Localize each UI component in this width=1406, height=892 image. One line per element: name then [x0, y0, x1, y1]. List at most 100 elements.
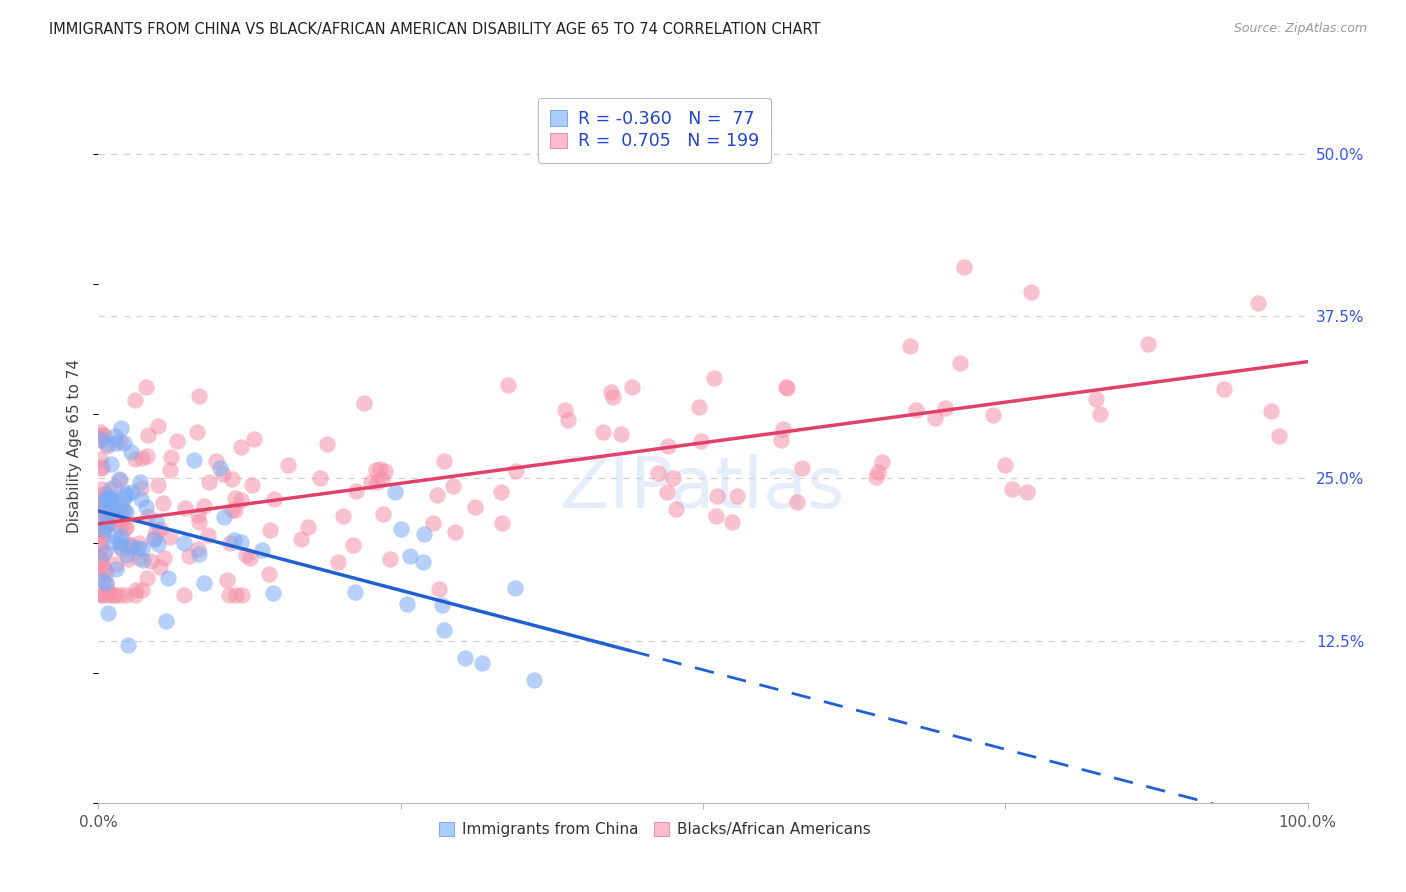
Point: [96, 575, 118, 590]
Point: [103, 534, 125, 549]
Point: [215, 573, 238, 587]
Point: [183, 453, 205, 467]
Point: [124, 451, 146, 466]
Point: [222, 533, 245, 548]
Point: [91, 523, 114, 537]
Point: [380, 551, 402, 566]
Point: [89, 452, 111, 467]
Point: [316, 436, 339, 450]
Point: [114, 520, 136, 534]
Point: [924, 411, 946, 425]
Point: [225, 588, 247, 602]
Point: [100, 491, 122, 505]
Point: [868, 466, 890, 480]
Point: [371, 507, 394, 521]
Point: [934, 401, 956, 416]
Point: [91, 497, 114, 511]
Point: [108, 540, 131, 554]
Point: [554, 402, 576, 417]
Point: [205, 454, 228, 468]
Point: [91, 557, 114, 571]
Point: [231, 493, 253, 508]
Point: [297, 520, 319, 534]
Point: [93, 518, 115, 533]
Point: [124, 393, 146, 408]
Point: [600, 385, 623, 400]
Point: [112, 435, 135, 450]
Point: [112, 504, 135, 518]
Point: [114, 521, 136, 535]
Point: [143, 532, 166, 546]
Point: [117, 537, 139, 551]
Point: [720, 515, 742, 529]
Point: [91, 524, 114, 538]
Point: [100, 512, 122, 526]
Point: [104, 529, 127, 543]
Point: [149, 522, 172, 536]
Point: [1015, 485, 1038, 500]
Point: [89, 542, 111, 557]
Point: [218, 536, 240, 550]
Point: [1268, 429, 1291, 443]
Point: [1019, 285, 1042, 299]
Point: [145, 524, 167, 538]
Point: [115, 548, 138, 562]
Point: [610, 426, 633, 441]
Point: [90, 483, 112, 497]
Point: [128, 550, 150, 565]
Point: [620, 379, 643, 393]
Point: [93, 563, 115, 577]
Point: [166, 434, 188, 448]
Point: [239, 551, 262, 566]
Point: [370, 462, 392, 476]
Point: [89, 487, 111, 501]
Point: [371, 472, 394, 486]
Point: [770, 434, 793, 448]
Point: [129, 492, 152, 507]
Point: [136, 450, 159, 464]
Point: [94, 577, 117, 591]
Point: [662, 471, 685, 485]
Point: [173, 536, 195, 550]
Point: [156, 571, 179, 585]
Point: [981, 408, 1004, 422]
Point: [97, 516, 120, 531]
Point: [100, 483, 122, 497]
Point: [115, 488, 138, 502]
Point: [427, 582, 450, 597]
Point: [135, 571, 157, 585]
Point: [655, 485, 678, 500]
Point: [152, 496, 174, 510]
Point: [489, 484, 512, 499]
Point: [110, 536, 132, 550]
Point: [1088, 407, 1111, 421]
Point: [90, 461, 112, 475]
Point: [94, 492, 117, 507]
Point: [505, 581, 527, 595]
Point: [117, 552, 139, 566]
Point: [145, 514, 167, 528]
Point: [360, 475, 382, 489]
Point: [209, 460, 232, 475]
Point: [128, 536, 150, 550]
Point: [1212, 382, 1234, 396]
Point: [159, 531, 181, 545]
Point: [121, 485, 143, 500]
Point: [104, 436, 127, 450]
Point: [690, 434, 713, 448]
Point: [135, 500, 157, 515]
Point: [94, 506, 117, 520]
Point: [904, 403, 927, 417]
Point: [90, 551, 112, 566]
Point: [94, 487, 117, 501]
Text: ZIPatlas: ZIPatlas: [560, 454, 846, 524]
Point: [277, 458, 299, 473]
Point: [706, 489, 728, 503]
Point: [174, 501, 197, 516]
Point: [197, 528, 219, 542]
Point: [100, 491, 122, 506]
Point: [422, 516, 444, 530]
Point: [97, 607, 120, 621]
Point: [96, 516, 118, 531]
Point: [426, 487, 449, 501]
